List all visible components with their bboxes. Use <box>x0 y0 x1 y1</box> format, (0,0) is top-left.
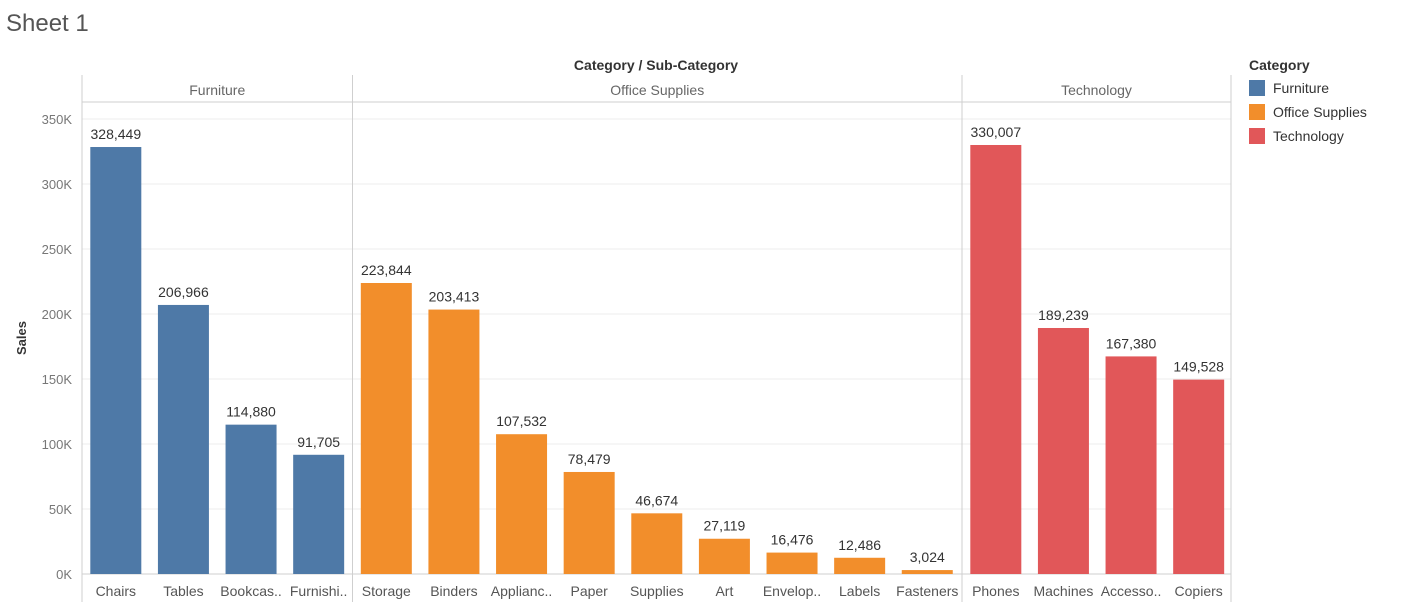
bar <box>1173 379 1225 574</box>
bar <box>970 144 1022 574</box>
legend-swatch <box>1249 80 1265 96</box>
bar <box>834 557 886 574</box>
bar <box>1037 327 1089 574</box>
x-tick-label: Supplies <box>630 583 684 599</box>
group-header-label: Technology <box>1061 82 1132 98</box>
x-tick-label: Applianc.. <box>491 583 552 599</box>
x-tick-label: Paper <box>570 583 608 599</box>
x-tick-label: Storage <box>362 583 411 599</box>
bar-value-label: 78,479 <box>568 451 611 467</box>
bar-value-label: 206,966 <box>158 284 209 300</box>
bar <box>157 304 209 574</box>
x-tick-label: Labels <box>839 583 880 599</box>
x-tick-label: Furnishi.. <box>290 583 348 599</box>
x-axis-title: Category / Sub-Category <box>574 57 738 73</box>
y-tick-label: 300K <box>42 177 73 192</box>
bar-value-label: 107,532 <box>496 413 547 429</box>
y-tick-label: 100K <box>42 437 73 452</box>
bar <box>766 552 818 574</box>
x-tick-label: Phones <box>972 583 1019 599</box>
bar-value-label: 189,239 <box>1038 307 1089 323</box>
legend-label: Technology <box>1273 128 1344 144</box>
bar-value-label: 46,674 <box>635 492 678 508</box>
x-tick-label: Fasteners <box>896 583 958 599</box>
bar <box>901 570 953 574</box>
bar-value-label: 149,528 <box>1173 359 1224 375</box>
bar-value-label: 16,476 <box>771 532 814 548</box>
bar <box>563 471 615 574</box>
x-tick-label: Copiers <box>1175 583 1223 599</box>
x-tick-label: Accesso.. <box>1101 583 1162 599</box>
legend-swatch <box>1249 128 1265 144</box>
bar <box>1105 356 1157 574</box>
legend: Category Furniture Office Supplies Techn… <box>1249 57 1367 148</box>
x-tick-label: Chairs <box>96 583 136 599</box>
legend-item-furniture[interactable]: Furniture <box>1249 76 1367 100</box>
bar-value-label: 328,449 <box>91 126 142 142</box>
bar <box>496 434 548 574</box>
y-tick-label: 250K <box>42 242 73 257</box>
legend-swatch <box>1249 104 1265 120</box>
bar-value-label: 114,880 <box>226 404 276 420</box>
sheet-title: Sheet 1 <box>6 10 89 37</box>
x-tick-label: Machines <box>1033 583 1093 599</box>
bar <box>293 454 345 574</box>
bar-value-label: 3,024 <box>910 549 945 565</box>
bar <box>360 283 412 574</box>
legend-label: Office Supplies <box>1273 104 1367 120</box>
y-tick-label: 350K <box>42 112 73 127</box>
x-tick-label: Binders <box>430 583 477 599</box>
x-tick-label: Art <box>715 583 733 599</box>
y-tick-label: 0K <box>56 567 72 582</box>
bar <box>90 147 142 574</box>
y-tick-label: 150K <box>42 372 73 387</box>
bar-value-label: 223,844 <box>361 262 412 278</box>
x-tick-label: Envelop.. <box>763 583 821 599</box>
bar <box>428 309 480 574</box>
group-header-label: Office Supplies <box>610 82 704 98</box>
bar-value-label: 27,119 <box>704 518 746 534</box>
y-axis-title: Sales <box>14 321 29 355</box>
legend-item-technology[interactable]: Technology <box>1249 124 1367 148</box>
x-tick-label: Tables <box>163 583 203 599</box>
bar <box>698 538 750 574</box>
x-tick-label: Bookcas.. <box>220 583 281 599</box>
bar-chart: 0K 50K 100K 150K 200K 250K 300K 350K Category / … <box>14 57 1232 602</box>
bar <box>225 424 277 574</box>
y-tick-label: 50K <box>49 502 72 517</box>
bar <box>631 513 683 574</box>
legend-title: Category <box>1249 57 1310 73</box>
y-tick-label: 200K <box>42 307 73 322</box>
bar-value-label: 203,413 <box>429 289 480 305</box>
group-header-label: Furniture <box>189 82 245 98</box>
legend-label: Furniture <box>1273 80 1330 96</box>
bar-value-label: 330,007 <box>971 124 1022 140</box>
legend-item-office-supplies[interactable]: Office Supplies <box>1249 100 1367 124</box>
bar-value-label: 91,705 <box>297 434 340 450</box>
bar-value-label: 12,486 <box>838 537 881 553</box>
bar-value-label: 167,380 <box>1106 335 1157 351</box>
